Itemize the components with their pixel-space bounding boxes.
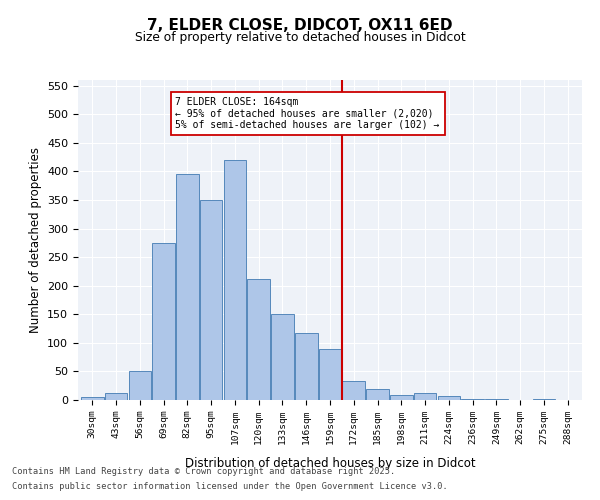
Bar bbox=[128, 372, 151, 400]
Bar bbox=[176, 174, 199, 400]
Bar bbox=[247, 279, 270, 400]
Text: 7, ELDER CLOSE, DIDCOT, OX11 6ED: 7, ELDER CLOSE, DIDCOT, OX11 6ED bbox=[147, 18, 453, 32]
Bar bbox=[224, 160, 246, 400]
Bar bbox=[319, 348, 341, 400]
Bar bbox=[200, 200, 223, 400]
Text: Contains public sector information licensed under the Open Government Licence v3: Contains public sector information licen… bbox=[12, 482, 448, 491]
Bar bbox=[437, 396, 460, 400]
Bar bbox=[271, 314, 294, 400]
Text: Distribution of detached houses by size in Didcot: Distribution of detached houses by size … bbox=[185, 458, 475, 470]
Bar bbox=[343, 381, 365, 400]
Bar bbox=[390, 396, 413, 400]
Bar bbox=[461, 399, 484, 400]
Bar bbox=[414, 393, 436, 400]
Text: 7 ELDER CLOSE: 164sqm
← 95% of detached houses are smaller (2,020)
5% of semi-de: 7 ELDER CLOSE: 164sqm ← 95% of detached … bbox=[175, 97, 440, 130]
Bar bbox=[105, 393, 127, 400]
Text: Size of property relative to detached houses in Didcot: Size of property relative to detached ho… bbox=[134, 31, 466, 44]
Y-axis label: Number of detached properties: Number of detached properties bbox=[29, 147, 41, 333]
Bar bbox=[152, 243, 175, 400]
Bar bbox=[366, 388, 389, 400]
Bar bbox=[533, 399, 555, 400]
Bar bbox=[295, 332, 317, 400]
Text: Contains HM Land Registry data © Crown copyright and database right 2025.: Contains HM Land Registry data © Crown c… bbox=[12, 467, 395, 476]
Bar bbox=[81, 397, 104, 400]
